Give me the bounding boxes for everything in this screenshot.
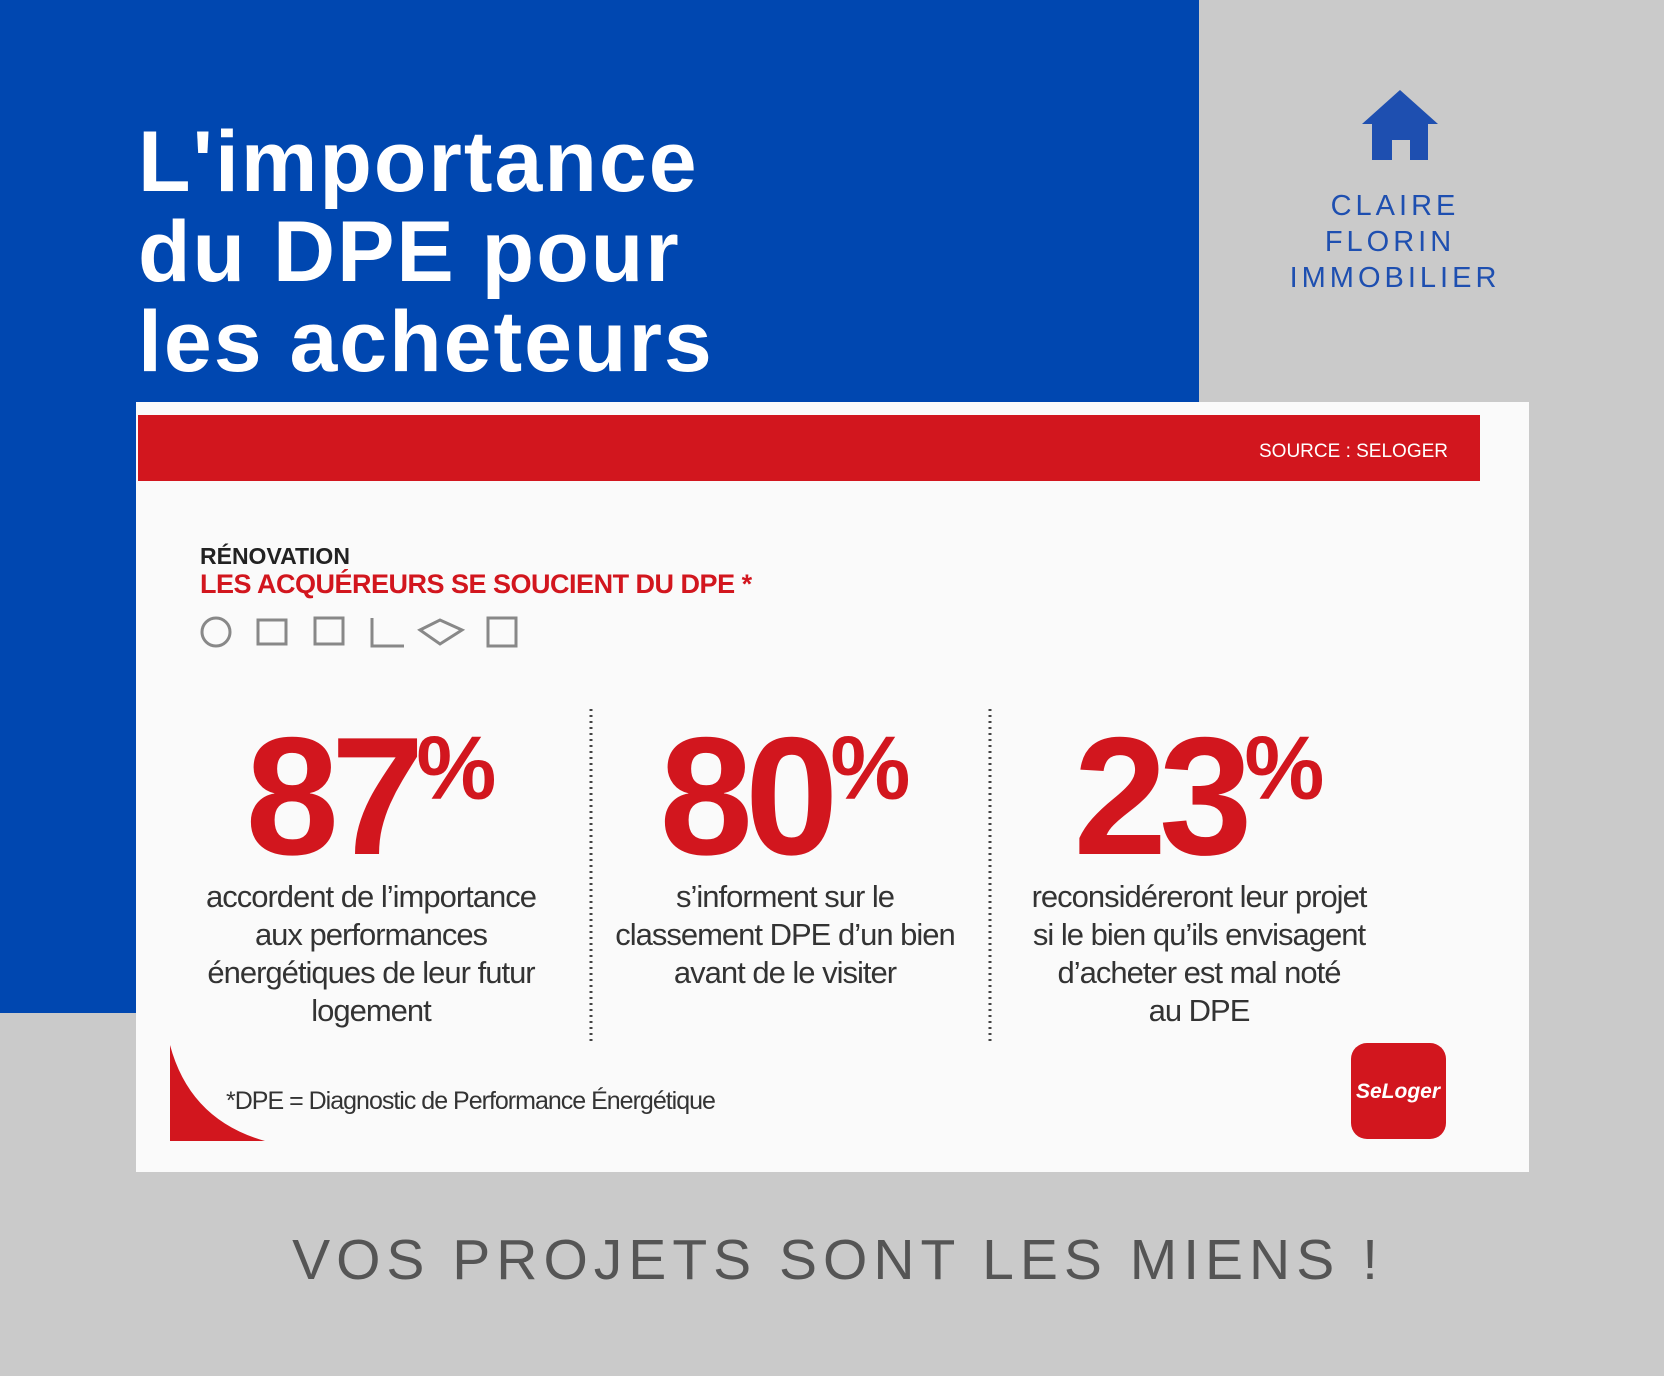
heading: LES ACQUÉREURS SE SOUCIENT DU DPE * [200,568,753,599]
corner-mark [170,1045,265,1141]
stat-unit: % [1244,719,1324,819]
stat-unit: % [830,719,910,819]
title-line: L'importance [138,114,699,210]
stat-number: 87% [246,702,497,890]
stat-unit: % [416,719,496,819]
stat-number: 80% [660,702,911,890]
stat-value: 23 [1074,702,1247,890]
card [136,402,1529,1172]
kicker: RÉNOVATION [200,542,350,569]
logo-box [1351,1043,1446,1139]
red-bar [138,415,1480,481]
tagline: VOS PROJETS SONT LES MIENS ! [292,1228,1384,1292]
brand-line: CLAIRE [1331,190,1460,222]
stat-value: 87 [246,702,418,890]
source: SOURCE : SELOGER [1259,441,1448,462]
stat-text: classement DPE d’un bien [615,917,955,952]
stat-text: aux performances [255,917,488,952]
stat-text: au DPE [1149,993,1250,1028]
stat-text: logement [311,993,432,1028]
stat-text: énergétiques de leur futur [207,955,535,990]
footnote: *DPE = Diagnostic de Performance Énergét… [226,1086,715,1115]
stat-text: si le bien qu’ils envisagent [1033,917,1367,952]
logo: SeLoger [1356,1080,1442,1103]
stat-text: d’acheter est mal noté [1057,955,1340,990]
title-line: les acheteurs [138,294,714,390]
brand-line: FLORIN [1325,226,1455,258]
stat-text: accordent de l’importance [206,879,536,914]
house-icon [1362,90,1438,160]
brand-line: IMMOBILIER [1290,262,1501,294]
stat-value: 80 [660,702,832,890]
title-line: du DPE pour [138,204,681,300]
stat-text: s’informent sur le [676,879,894,914]
stat-number: 23% [1074,702,1325,890]
stat-text: avant de le visiter [674,955,897,990]
icon-row [200,616,518,648]
stat-text: reconsidéreront leur projet [1032,879,1368,914]
